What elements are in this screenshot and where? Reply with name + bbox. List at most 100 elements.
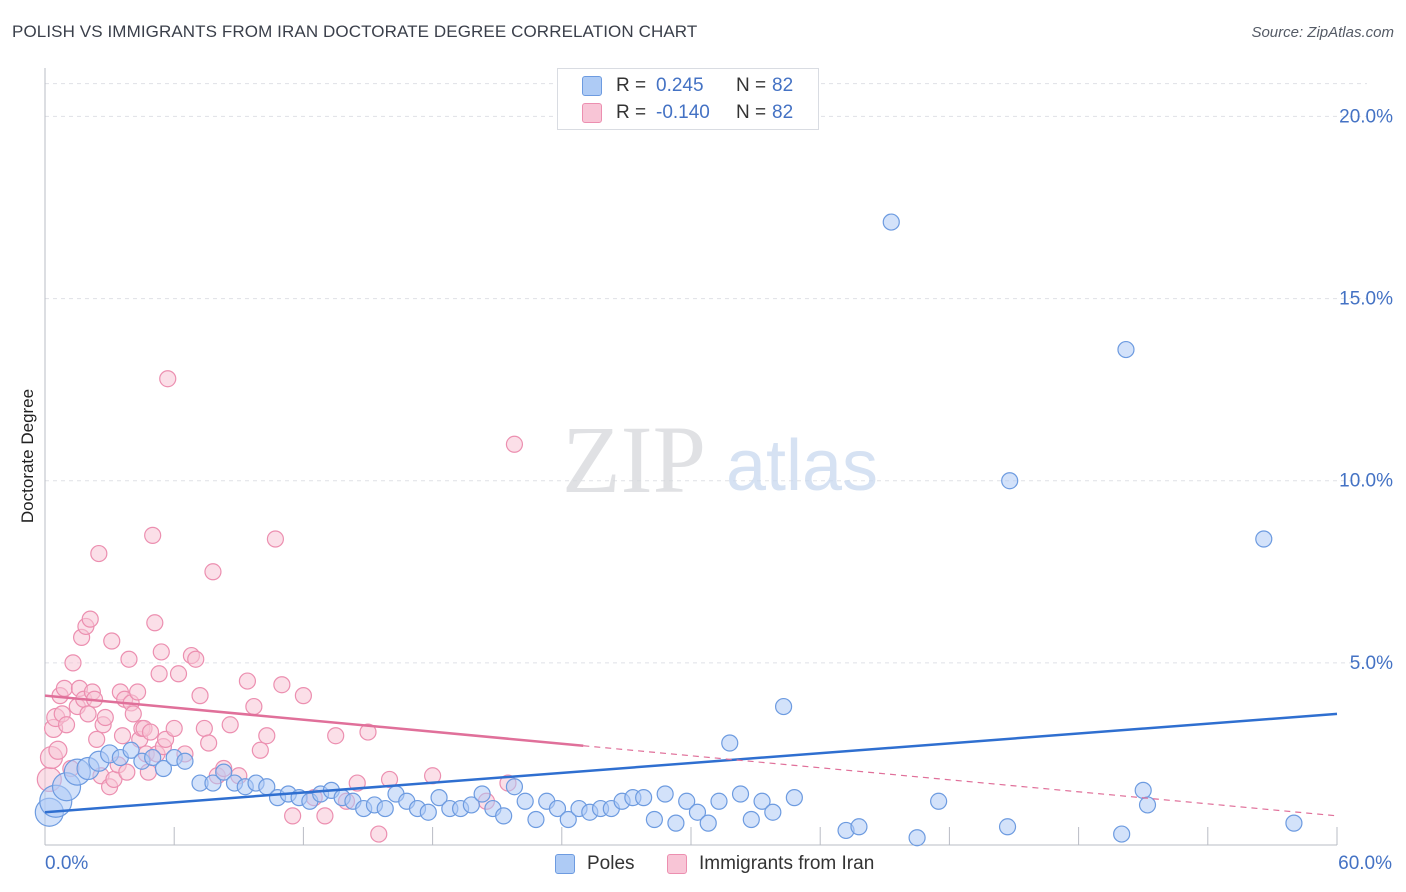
poles-point bbox=[1001, 472, 1019, 490]
poles-point bbox=[764, 803, 782, 821]
iran-point bbox=[113, 727, 132, 745]
poles-point bbox=[419, 803, 437, 821]
iran-point bbox=[273, 676, 291, 694]
iran-point bbox=[146, 614, 164, 632]
y-axis-label: Doctorate Degree bbox=[18, 388, 37, 524]
iran-point bbox=[150, 665, 168, 683]
watermark-atlas: atlas bbox=[726, 426, 878, 506]
iran-point bbox=[118, 763, 136, 781]
series-swatch-iran bbox=[667, 854, 687, 874]
iran-point bbox=[258, 727, 276, 745]
legend-row-iran: R = -0.140 N = 82 bbox=[582, 100, 793, 126]
watermark-zip: ZIP bbox=[562, 406, 706, 513]
iran-point bbox=[120, 650, 138, 668]
iran-point bbox=[144, 526, 162, 544]
poles-point bbox=[721, 734, 739, 752]
poles-point bbox=[204, 774, 222, 792]
poles-point bbox=[645, 810, 663, 829]
x-tick-label: 60.0% bbox=[1338, 853, 1392, 874]
iran-point bbox=[128, 683, 147, 701]
series-legend-iran: Immigrants from Iran bbox=[667, 850, 874, 878]
poles-point bbox=[785, 789, 803, 807]
iran-point bbox=[200, 734, 218, 752]
poles-point bbox=[527, 810, 545, 829]
iran-point bbox=[96, 708, 114, 727]
source-credit: Source: ZipAtlas.com bbox=[1251, 24, 1394, 41]
poles-point bbox=[462, 796, 480, 814]
legend-r-label: R = bbox=[616, 75, 647, 96]
iran-point bbox=[169, 665, 188, 683]
series-label-poles: Poles bbox=[587, 853, 635, 874]
poles-point bbox=[635, 789, 653, 807]
poles-point bbox=[122, 741, 140, 759]
poles-point bbox=[930, 792, 948, 810]
iran-point bbox=[64, 654, 82, 672]
poles-point bbox=[1138, 796, 1157, 814]
iran-point bbox=[294, 687, 312, 705]
poles-point bbox=[559, 810, 577, 829]
iran-point bbox=[327, 727, 345, 745]
poles-point bbox=[1113, 825, 1131, 843]
iran-trend-extension bbox=[583, 745, 1338, 817]
correlation-legend: R = 0.245 N = 82 R = -0.140 N = 82 bbox=[557, 68, 819, 130]
poles-point bbox=[154, 759, 173, 778]
legend-r-value: 0.245 bbox=[656, 75, 704, 96]
y-tick-label: 20.0% bbox=[1339, 106, 1393, 127]
legend-n-value: 82 bbox=[772, 75, 794, 96]
poles-point bbox=[516, 792, 534, 810]
poles-point bbox=[908, 829, 926, 847]
legend-n-label: N = bbox=[736, 102, 767, 123]
iran-point bbox=[57, 716, 76, 734]
y-tick-label: 15.0% bbox=[1339, 289, 1393, 310]
y-tick-label: 5.0% bbox=[1350, 653, 1393, 674]
series-poles-points bbox=[34, 213, 1303, 847]
iran-point bbox=[165, 719, 183, 738]
grid-lines bbox=[45, 83, 1367, 664]
iran-point bbox=[316, 807, 334, 825]
iran-point bbox=[191, 687, 209, 705]
poles-point bbox=[1117, 340, 1135, 359]
axes bbox=[44, 68, 1338, 846]
legend-swatch-iran bbox=[582, 103, 602, 123]
series-legend-poles: Poles bbox=[555, 850, 635, 878]
iran-point bbox=[238, 672, 257, 690]
poles-point bbox=[882, 213, 900, 231]
watermark: ZIP atlas bbox=[562, 406, 878, 513]
iran-point bbox=[124, 705, 142, 723]
series-swatch-poles bbox=[555, 854, 575, 874]
poles-point bbox=[376, 799, 394, 818]
iran-point bbox=[187, 650, 205, 668]
x-tick-label: 0.0% bbox=[45, 853, 88, 874]
iran-point bbox=[380, 770, 399, 789]
poles-point bbox=[710, 792, 728, 810]
poles-point bbox=[753, 792, 771, 810]
poles-point bbox=[678, 792, 696, 810]
iran-point bbox=[221, 716, 239, 734]
series-iran-points bbox=[36, 370, 524, 843]
iran-point bbox=[204, 563, 222, 581]
iran-point bbox=[370, 825, 388, 843]
iran-point bbox=[266, 530, 285, 548]
iran-point bbox=[159, 370, 177, 388]
poles-point bbox=[215, 763, 233, 781]
legend-row-poles: R = 0.245 N = 82 bbox=[582, 73, 793, 99]
legend-r-label: R = bbox=[616, 102, 647, 123]
legend-n-label: N = bbox=[736, 75, 767, 96]
iran-point bbox=[141, 723, 160, 741]
poles-point bbox=[505, 778, 524, 796]
poles-point bbox=[176, 752, 194, 770]
poles-point bbox=[774, 697, 793, 716]
iran-point bbox=[505, 435, 524, 453]
poles-point bbox=[699, 814, 717, 832]
iran-point bbox=[81, 610, 99, 628]
poles-point bbox=[742, 810, 760, 829]
chart-title: POLISH VS IMMIGRANTS FROM IRAN DOCTORATE… bbox=[12, 22, 698, 41]
iran-point bbox=[195, 719, 213, 738]
poles-point bbox=[1285, 814, 1303, 832]
poles-point bbox=[473, 785, 491, 803]
iran-point bbox=[284, 807, 302, 825]
poles-point bbox=[850, 818, 868, 836]
iran-trend-line bbox=[44, 694, 584, 747]
iran-point bbox=[152, 643, 170, 661]
